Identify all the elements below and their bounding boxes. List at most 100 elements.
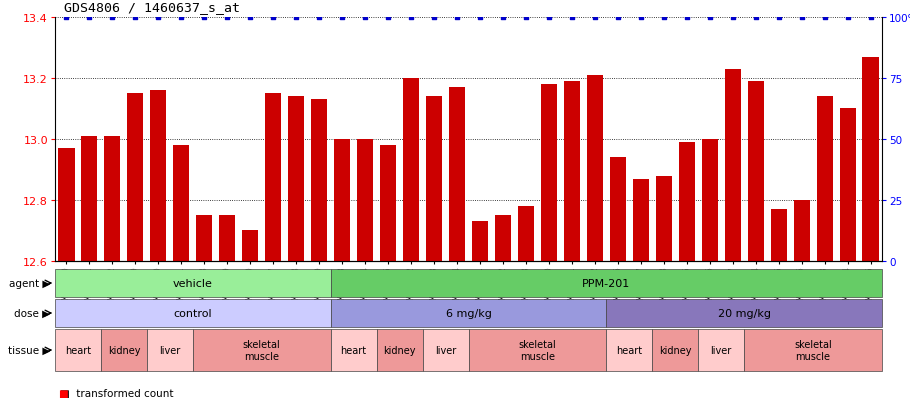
Bar xyxy=(380,146,396,261)
Bar xyxy=(495,216,511,261)
Text: control: control xyxy=(174,308,212,318)
Bar xyxy=(265,94,281,261)
Text: ■: ■ xyxy=(57,388,67,398)
Point xyxy=(404,14,419,21)
Bar xyxy=(311,100,328,261)
Point xyxy=(82,14,96,21)
Point xyxy=(794,14,809,21)
Bar xyxy=(403,79,420,261)
Point xyxy=(128,14,143,21)
Bar xyxy=(656,176,672,261)
Text: liver: liver xyxy=(159,345,180,355)
Point xyxy=(564,14,579,21)
Bar xyxy=(105,137,120,261)
Point xyxy=(450,14,464,21)
Bar xyxy=(377,329,422,371)
Text: liver: liver xyxy=(711,345,732,355)
Bar xyxy=(193,329,330,371)
Point xyxy=(840,14,854,21)
Bar xyxy=(724,70,741,261)
Bar xyxy=(58,149,75,261)
Point xyxy=(380,14,395,21)
Text: vehicle: vehicle xyxy=(173,278,213,288)
Point xyxy=(817,14,832,21)
Bar xyxy=(219,216,236,261)
Point xyxy=(220,14,235,21)
Point xyxy=(472,14,487,21)
Text: dose ▶: dose ▶ xyxy=(15,308,50,318)
Bar xyxy=(679,143,694,261)
Bar xyxy=(101,329,147,371)
Bar xyxy=(81,137,97,261)
Point xyxy=(289,14,304,21)
Text: PPM-201: PPM-201 xyxy=(582,278,631,288)
Bar xyxy=(632,179,649,261)
Bar xyxy=(150,91,167,261)
Bar xyxy=(357,140,373,261)
Point xyxy=(312,14,327,21)
Point xyxy=(427,14,441,21)
Point xyxy=(358,14,372,21)
Text: heart: heart xyxy=(65,345,91,355)
Point xyxy=(748,14,763,21)
Point xyxy=(541,14,556,21)
Bar xyxy=(541,85,557,261)
Bar xyxy=(748,82,763,261)
Bar xyxy=(744,329,882,371)
Bar xyxy=(147,329,193,371)
Text: skeletal
muscle: skeletal muscle xyxy=(243,339,280,361)
Text: 6 mg/kg: 6 mg/kg xyxy=(446,308,491,318)
Point xyxy=(59,14,74,21)
Point xyxy=(266,14,280,21)
Bar xyxy=(55,329,101,371)
Bar xyxy=(863,57,878,261)
Bar xyxy=(55,299,330,327)
Text: heart: heart xyxy=(616,345,642,355)
Bar xyxy=(794,201,810,261)
Text: ■  transformed count: ■ transformed count xyxy=(59,388,173,398)
Point xyxy=(106,14,120,21)
Bar xyxy=(330,299,606,327)
Text: tissue ▶: tissue ▶ xyxy=(8,345,50,355)
Text: heart: heart xyxy=(340,345,367,355)
Text: kidney: kidney xyxy=(383,345,416,355)
Point xyxy=(680,14,694,21)
Bar xyxy=(242,231,258,261)
Bar xyxy=(288,97,304,261)
Bar xyxy=(469,329,606,371)
Text: 20 mg/kg: 20 mg/kg xyxy=(718,308,771,318)
Point xyxy=(197,14,212,21)
Bar xyxy=(127,94,144,261)
Bar xyxy=(334,140,350,261)
Point xyxy=(519,14,533,21)
Bar xyxy=(610,158,626,261)
Bar xyxy=(587,76,603,261)
Text: skeletal
muscle: skeletal muscle xyxy=(794,339,832,361)
Text: agent ▶: agent ▶ xyxy=(9,278,50,288)
Bar xyxy=(330,329,377,371)
Bar xyxy=(55,269,330,297)
Text: kidney: kidney xyxy=(659,345,692,355)
Point xyxy=(633,14,648,21)
Bar xyxy=(449,88,465,261)
Point xyxy=(725,14,740,21)
Point xyxy=(864,14,878,21)
Text: skeletal
muscle: skeletal muscle xyxy=(519,339,556,361)
Point xyxy=(151,14,166,21)
Point xyxy=(656,14,671,21)
Bar xyxy=(606,299,882,327)
Point xyxy=(174,14,188,21)
Bar xyxy=(518,206,534,261)
Bar xyxy=(472,222,488,261)
Point xyxy=(496,14,511,21)
Bar xyxy=(771,210,786,261)
Point xyxy=(335,14,349,21)
Point xyxy=(588,14,602,21)
Bar xyxy=(606,329,652,371)
Bar xyxy=(330,269,882,297)
Bar xyxy=(426,97,442,261)
Bar xyxy=(840,109,855,261)
Point xyxy=(703,14,717,21)
Bar xyxy=(698,329,744,371)
Text: kidney: kidney xyxy=(107,345,140,355)
